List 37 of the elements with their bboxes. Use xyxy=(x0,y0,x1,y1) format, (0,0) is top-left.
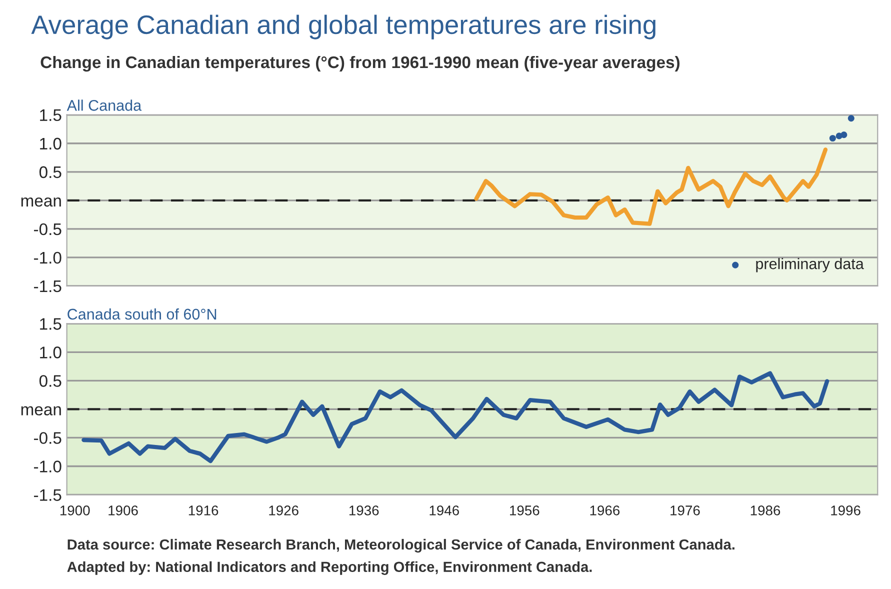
x-tick-label: 1996 xyxy=(831,506,860,516)
y-tick-label: 1.0 xyxy=(40,138,62,150)
y-tick-label: -0.5 xyxy=(34,432,62,444)
y-tick-label: 1.5 xyxy=(40,109,62,122)
x-tick-label: 1900 xyxy=(60,506,90,516)
y-tick-label: 1.0 xyxy=(40,346,62,358)
y-tick-label: -1.5 xyxy=(34,280,62,292)
y-tick-label: 0.5 xyxy=(39,375,62,387)
y-tick-label: mean xyxy=(21,406,61,416)
line-series xyxy=(82,371,830,464)
y-tick-label: -1.0 xyxy=(34,252,62,264)
x-tick-label: 1986 xyxy=(750,506,780,516)
x-tick-label: 1926 xyxy=(269,506,298,516)
y-tick-label: -1.0 xyxy=(34,460,62,472)
x-tick-label: 1916 xyxy=(188,506,218,516)
x-tick-label: 1946 xyxy=(430,506,459,516)
y-tick-label: mean xyxy=(21,197,61,207)
point xyxy=(848,114,854,122)
x-axis-title: Canada south of 60°N xyxy=(68,308,216,320)
line-series xyxy=(474,148,828,226)
x-tick-label: 1966 xyxy=(590,506,620,516)
y-tick-label: 0.5 xyxy=(39,166,62,178)
legend-label: preliminary data xyxy=(756,258,864,272)
x-tick-label: 1956 xyxy=(510,506,540,516)
x-tick-label: 1936 xyxy=(349,506,379,516)
point xyxy=(829,134,836,142)
chart-title: Average Canadian and global temperatures are rising xyxy=(31,14,656,40)
x-tick-label: 1906 xyxy=(108,506,138,516)
point xyxy=(840,132,848,138)
y-tick-label: -1.5 xyxy=(34,489,62,501)
chart-subtitle: Change in Canadian temperatures (°C) from 1961-1990 mean (five-year averages) xyxy=(40,56,680,72)
text: Adapted by: National Indicators and Reporting Office, Environment Canada. xyxy=(67,561,592,575)
x-axis-title: All Canada xyxy=(66,100,142,111)
y-tick-label: 1.5 xyxy=(40,318,62,330)
x-tick-label: 1976 xyxy=(670,506,700,516)
y-tick-label: -0.5 xyxy=(34,223,62,236)
source-note: Data source: Climate Research Branch, Meteorological Service of Canada, Environment Canada. xyxy=(68,538,734,553)
